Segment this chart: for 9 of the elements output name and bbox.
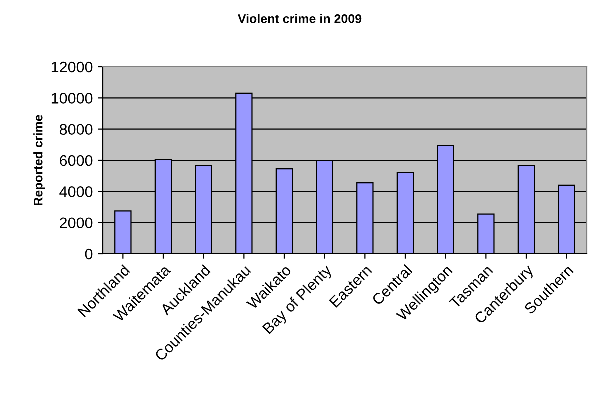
y-tick-label: 0 xyxy=(85,248,93,260)
y-tick-label: 2000 xyxy=(60,218,93,229)
y-axis-title: Reported crime xyxy=(34,115,46,206)
y-tick-label: 6000 xyxy=(60,155,93,166)
y-tick-label: 12000 xyxy=(52,62,93,73)
chart-title: Violent crime in 2009 xyxy=(238,14,362,24)
y-tick-label: 4000 xyxy=(60,186,93,198)
y-tick-label: 8000 xyxy=(60,124,93,136)
y-tick-label: 10000 xyxy=(52,93,93,104)
